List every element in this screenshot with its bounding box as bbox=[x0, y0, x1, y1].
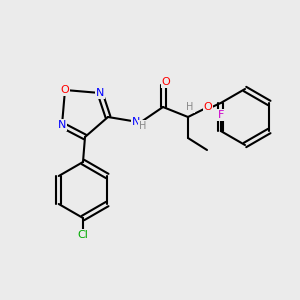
Text: Cl: Cl bbox=[78, 230, 88, 240]
Text: F: F bbox=[218, 110, 224, 120]
Text: O: O bbox=[61, 85, 69, 95]
Text: H: H bbox=[186, 102, 194, 112]
Text: N: N bbox=[132, 117, 140, 127]
Text: N: N bbox=[96, 88, 104, 98]
Text: O: O bbox=[204, 102, 212, 112]
Text: O: O bbox=[162, 77, 170, 87]
Text: H: H bbox=[139, 121, 147, 131]
Text: N: N bbox=[58, 120, 66, 130]
